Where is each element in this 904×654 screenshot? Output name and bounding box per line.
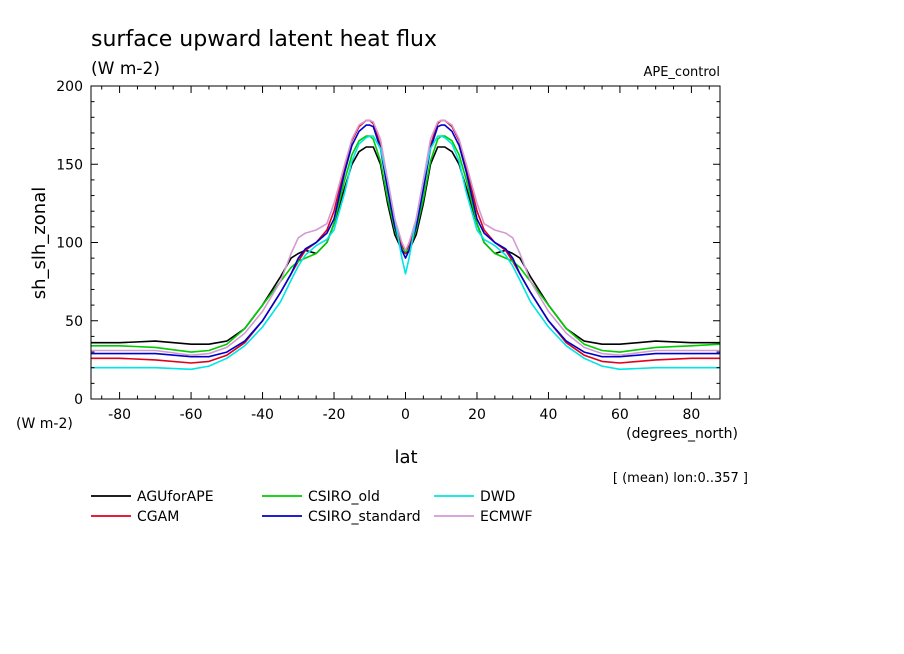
x-tick-label: 0 [401,407,410,423]
experiment-label: APE_control [643,65,720,80]
series-line-2 [91,135,721,353]
y-tick-label: 100 [56,236,83,252]
plot-lines [91,119,721,371]
x-tick-label: 80 [682,407,700,423]
x-tick-label: 40 [540,407,558,423]
series-line-4 [91,135,720,371]
x-tick-label: 60 [611,407,629,423]
x-axis-label: lat [394,447,417,468]
y-tick-label: 150 [56,157,83,173]
legend: AGUforAPE CGAM CSIRO_old CSIRO_standard DWD E… [91,489,533,525]
axes: -80 -60 -40 -20 0 20 40 60 80 0 50 100 150 200 [56,79,720,423]
legend-label: CSIRO_old [308,489,380,505]
chart-title: surface upward latent heat flux [91,27,437,52]
x-units-label: (degrees_north) [626,426,738,442]
x-tick-label: -60 [180,407,203,423]
y-tick-label: 0 [74,392,83,408]
footnote: [ (mean) lon:0..357 ] [613,471,748,486]
y-axis-label: sh_slh_zonal [29,187,50,299]
legend-label: CGAM [137,509,179,525]
legend-label: CSIRO_standard [308,509,421,525]
legend-label: DWD [480,489,515,505]
x-tick-label: -40 [251,407,274,423]
legend-label: AGUforAPE [137,489,214,505]
series-line-1 [91,119,720,364]
x-tick-label: -20 [323,407,346,423]
y-tick-label: 50 [65,314,83,330]
chart-units: (W m-2) [91,59,160,79]
y-units-label: (W m-2) [16,416,73,432]
series-line-5 [91,119,720,357]
series-line-3 [91,124,720,358]
x-tick-label: -80 [108,407,131,423]
legend-label: ECMWF [480,509,533,525]
series-line-0 [91,146,720,346]
x-tick-label: 20 [468,407,486,423]
y-tick-label: 200 [56,79,83,95]
